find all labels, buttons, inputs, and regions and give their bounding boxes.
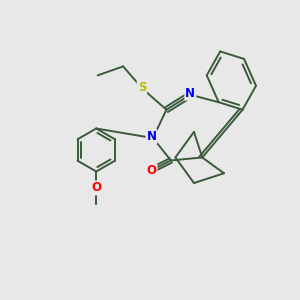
Text: N: N bbox=[185, 87, 195, 100]
Text: S: S bbox=[138, 81, 146, 94]
Text: O: O bbox=[146, 164, 157, 177]
Text: N: N bbox=[146, 130, 157, 143]
Text: O: O bbox=[91, 182, 101, 194]
